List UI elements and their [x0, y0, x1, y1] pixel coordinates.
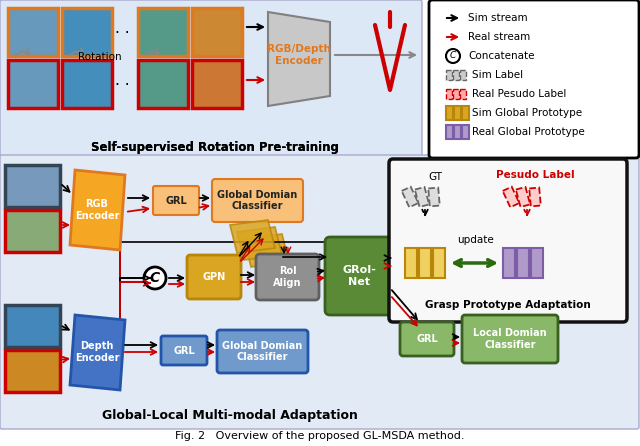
Text: Self-supervised Rotation Pre-training: Self-supervised Rotation Pre-training	[91, 140, 339, 153]
Text: RoI
Align: RoI Align	[273, 266, 301, 288]
Bar	[5, 210, 60, 252]
FancyBboxPatch shape	[325, 237, 393, 315]
Bar	[8, 60, 58, 108]
Bar	[531, 248, 543, 278]
Text: update: update	[458, 235, 494, 245]
Text: Grasp Prototype Adaptation: Grasp Prototype Adaptation	[425, 300, 591, 310]
Text: Sim Global Prototype: Sim Global Prototype	[472, 108, 582, 118]
Bar	[446, 125, 453, 139]
Text: Real Pesudo Label: Real Pesudo Label	[472, 89, 566, 99]
Polygon shape	[237, 227, 282, 260]
FancyBboxPatch shape	[217, 330, 308, 373]
FancyBboxPatch shape	[0, 0, 422, 156]
Text: Sim Label: Sim Label	[472, 70, 523, 80]
Text: C: C	[450, 51, 456, 61]
FancyBboxPatch shape	[212, 179, 303, 222]
Text: Global-Local Multi-modal Adaptation: Global-Local Multi-modal Adaptation	[102, 409, 358, 421]
FancyBboxPatch shape	[516, 187, 530, 207]
Bar	[446, 106, 453, 120]
Text: GRL: GRL	[173, 346, 195, 355]
Bar	[5, 305, 60, 347]
Bar	[192, 60, 242, 108]
Bar	[62, 8, 112, 56]
FancyBboxPatch shape	[446, 70, 452, 80]
Text: Self-supervised Rotation Pre-training: Self-supervised Rotation Pre-training	[91, 140, 339, 153]
Text: Depth
Encoder: Depth Encoder	[75, 341, 119, 363]
Text: C: C	[150, 271, 160, 285]
FancyBboxPatch shape	[460, 89, 466, 99]
Text: Real Global Prototype: Real Global Prototype	[472, 127, 585, 137]
Bar	[138, 60, 188, 108]
FancyBboxPatch shape	[460, 70, 466, 80]
Bar	[62, 60, 112, 108]
FancyBboxPatch shape	[529, 188, 541, 206]
Bar	[462, 125, 469, 139]
Text: Sim stream: Sim stream	[468, 13, 527, 23]
Bar	[5, 350, 60, 392]
Bar	[462, 106, 469, 120]
Text: · ·: · ·	[115, 78, 129, 92]
Bar	[433, 248, 445, 278]
Polygon shape	[70, 170, 125, 250]
Text: RGB/Depth
Encoder: RGB/Depth Encoder	[267, 44, 331, 66]
Bar	[405, 248, 417, 278]
Text: GRL: GRL	[416, 334, 438, 344]
Text: · ·: · ·	[115, 25, 129, 41]
FancyBboxPatch shape	[402, 187, 419, 207]
Text: Pesudo Label: Pesudo Label	[496, 170, 574, 180]
FancyBboxPatch shape	[415, 187, 429, 207]
Polygon shape	[268, 12, 330, 106]
FancyBboxPatch shape	[400, 322, 454, 356]
Text: RGB
Encoder: RGB Encoder	[75, 199, 119, 221]
FancyBboxPatch shape	[0, 155, 639, 429]
Text: Global Domian
Classifier: Global Domian Classifier	[218, 190, 298, 211]
Text: GT: GT	[428, 172, 442, 182]
Text: Concatenate: Concatenate	[468, 51, 534, 61]
Text: GRL: GRL	[165, 195, 187, 206]
FancyBboxPatch shape	[153, 186, 199, 215]
FancyBboxPatch shape	[256, 254, 319, 300]
Polygon shape	[230, 220, 275, 253]
FancyBboxPatch shape	[502, 187, 519, 207]
Bar	[517, 248, 529, 278]
Bar	[454, 125, 461, 139]
Polygon shape	[244, 234, 289, 267]
Bar	[503, 248, 515, 278]
Text: GPN: GPN	[202, 272, 226, 282]
FancyBboxPatch shape	[429, 0, 639, 158]
Bar	[8, 8, 58, 56]
Bar	[454, 106, 461, 120]
Text: Fig. 2   Overview of the proposed GL-MSDA method.: Fig. 2 Overview of the proposed GL-MSDA …	[175, 431, 465, 441]
Bar	[419, 248, 431, 278]
Text: GRoI-
Net: GRoI- Net	[342, 265, 376, 287]
Bar	[5, 165, 60, 207]
FancyBboxPatch shape	[428, 188, 440, 206]
Text: Rotation: Rotation	[78, 52, 122, 62]
Text: Real stream: Real stream	[468, 32, 531, 42]
Bar	[138, 8, 188, 56]
FancyBboxPatch shape	[389, 159, 627, 322]
FancyBboxPatch shape	[446, 89, 452, 99]
FancyBboxPatch shape	[453, 89, 459, 99]
Text: Local Domian
Classifier: Local Domian Classifier	[473, 328, 547, 350]
Circle shape	[144, 267, 166, 289]
FancyBboxPatch shape	[187, 255, 241, 299]
Bar	[192, 8, 242, 56]
FancyBboxPatch shape	[453, 70, 459, 80]
Text: Global Domian
Classifier: Global Domian Classifier	[222, 341, 303, 362]
Polygon shape	[70, 315, 125, 390]
FancyBboxPatch shape	[462, 315, 558, 363]
FancyBboxPatch shape	[161, 336, 207, 365]
